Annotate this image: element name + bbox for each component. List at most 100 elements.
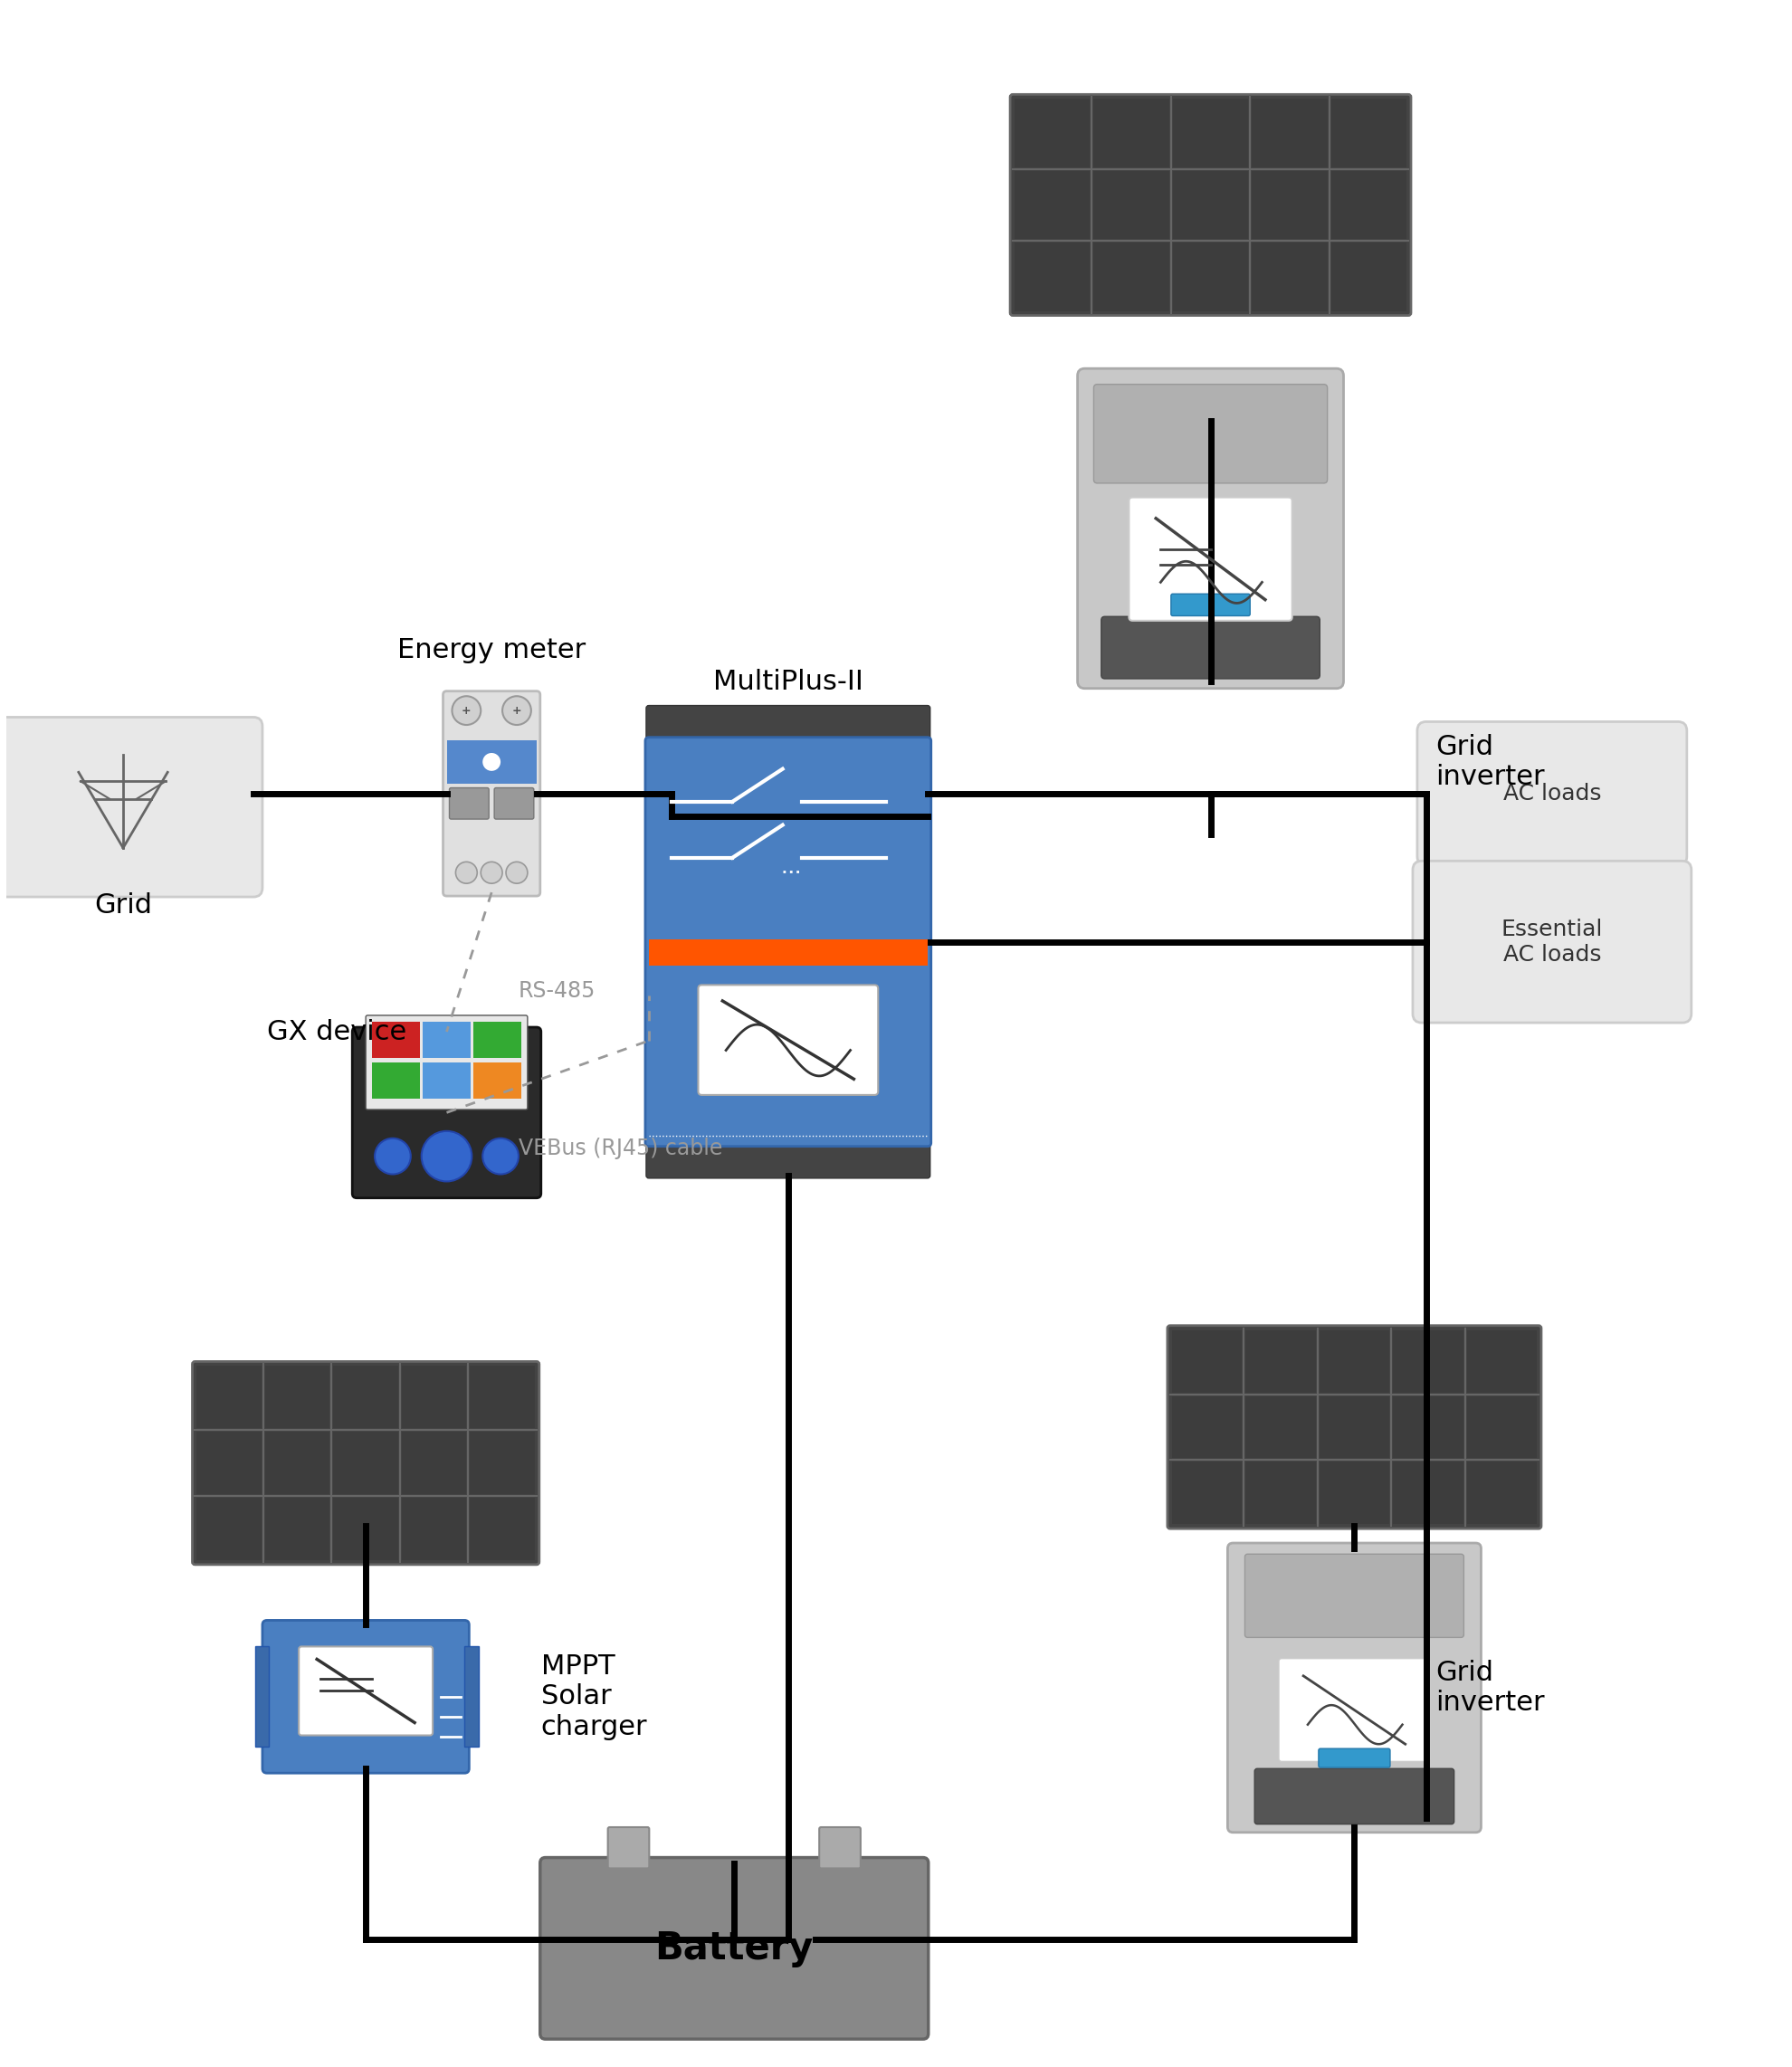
Text: +: + [513, 705, 521, 717]
FancyBboxPatch shape [1245, 1554, 1464, 1637]
Bar [649, 940, 928, 965]
Text: Grid: Grid [95, 893, 152, 920]
Bar [1331, 99, 1407, 167]
Bar [197, 1499, 262, 1561]
Bar [197, 1366, 262, 1428]
Bar [423, 1021, 470, 1058]
Bar [1172, 242, 1249, 310]
Text: Essential
AC loads: Essential AC loads [1502, 918, 1602, 965]
Bar [470, 1366, 534, 1428]
Bar [1014, 172, 1090, 240]
FancyBboxPatch shape [1412, 862, 1692, 1023]
Bar [473, 1062, 521, 1100]
FancyBboxPatch shape [0, 717, 262, 897]
Bar [1172, 1461, 1242, 1523]
Text: Grid
inverter: Grid inverter [1435, 1660, 1545, 1716]
Bar [1014, 99, 1090, 167]
Bar [464, 1647, 478, 1747]
Bar [333, 1499, 398, 1561]
FancyBboxPatch shape [299, 1647, 432, 1736]
Bar [1319, 1461, 1389, 1523]
FancyBboxPatch shape [645, 738, 932, 1147]
Bar [401, 1366, 466, 1428]
Bar [333, 1432, 398, 1494]
Text: MPPT
Solar
charger: MPPT Solar charger [541, 1654, 647, 1740]
Bar [1172, 1395, 1242, 1457]
Bar [401, 1432, 466, 1494]
Circle shape [428, 1139, 464, 1174]
FancyBboxPatch shape [1279, 1658, 1430, 1761]
Circle shape [505, 862, 527, 883]
FancyBboxPatch shape [539, 1858, 928, 2038]
Text: GX device: GX device [267, 1019, 407, 1044]
Text: MultiPlus-II: MultiPlus-II [713, 668, 864, 695]
Bar [1392, 1461, 1462, 1523]
Bar [1253, 99, 1328, 167]
Bar [373, 1062, 419, 1100]
FancyBboxPatch shape [450, 788, 489, 819]
FancyBboxPatch shape [1170, 593, 1251, 616]
FancyBboxPatch shape [1167, 1325, 1541, 1530]
Bar [1466, 1461, 1538, 1523]
Circle shape [421, 1131, 471, 1182]
Text: Battery: Battery [654, 1929, 814, 1968]
Bar [446, 740, 536, 783]
FancyBboxPatch shape [1093, 384, 1328, 484]
FancyBboxPatch shape [1228, 1544, 1480, 1831]
FancyBboxPatch shape [607, 1827, 649, 1869]
FancyBboxPatch shape [1254, 1769, 1453, 1823]
Bar [1392, 1395, 1462, 1457]
Bar [473, 1021, 521, 1058]
Circle shape [452, 697, 480, 726]
Bar [470, 1432, 534, 1494]
FancyBboxPatch shape [443, 690, 539, 895]
Circle shape [375, 1139, 410, 1174]
FancyBboxPatch shape [1077, 368, 1344, 688]
Bar [1331, 172, 1407, 240]
Bar [401, 1499, 466, 1561]
Bar [1093, 172, 1168, 240]
Circle shape [480, 862, 502, 883]
Bar [265, 1499, 330, 1561]
Bar [1253, 172, 1328, 240]
Circle shape [482, 1139, 518, 1174]
Text: RS-485: RS-485 [518, 980, 595, 1002]
Circle shape [455, 862, 477, 883]
Bar [373, 1021, 419, 1058]
Bar [1093, 242, 1168, 310]
Bar [1253, 242, 1328, 310]
Bar [1245, 1329, 1315, 1393]
Text: +: + [462, 705, 471, 717]
Text: AC loads: AC loads [1503, 783, 1600, 804]
Bar [1093, 99, 1168, 167]
Bar [1319, 1395, 1389, 1457]
Circle shape [502, 697, 530, 726]
Bar [333, 1366, 398, 1428]
FancyBboxPatch shape [353, 1027, 541, 1199]
FancyBboxPatch shape [1011, 95, 1410, 316]
Bar [1466, 1329, 1538, 1393]
FancyBboxPatch shape [262, 1621, 470, 1773]
Bar [1172, 1329, 1242, 1393]
Bar [265, 1366, 330, 1428]
Bar [423, 1062, 470, 1100]
Text: Grid
inverter: Grid inverter [1435, 734, 1545, 790]
FancyBboxPatch shape [699, 986, 878, 1096]
FancyBboxPatch shape [1319, 1749, 1391, 1767]
FancyBboxPatch shape [1102, 616, 1321, 678]
Bar [1319, 1329, 1389, 1393]
Bar [265, 1432, 330, 1494]
Bar [1014, 242, 1090, 310]
Bar [197, 1432, 262, 1494]
FancyBboxPatch shape [1129, 498, 1292, 620]
Bar [254, 1647, 269, 1747]
Bar [1172, 99, 1249, 167]
Bar [1245, 1461, 1315, 1523]
FancyBboxPatch shape [366, 1015, 527, 1110]
Text: Energy meter: Energy meter [398, 637, 586, 664]
FancyBboxPatch shape [819, 1827, 860, 1869]
Bar [470, 1499, 534, 1561]
Bar [1331, 242, 1407, 310]
FancyBboxPatch shape [495, 788, 534, 819]
FancyBboxPatch shape [647, 1141, 930, 1178]
